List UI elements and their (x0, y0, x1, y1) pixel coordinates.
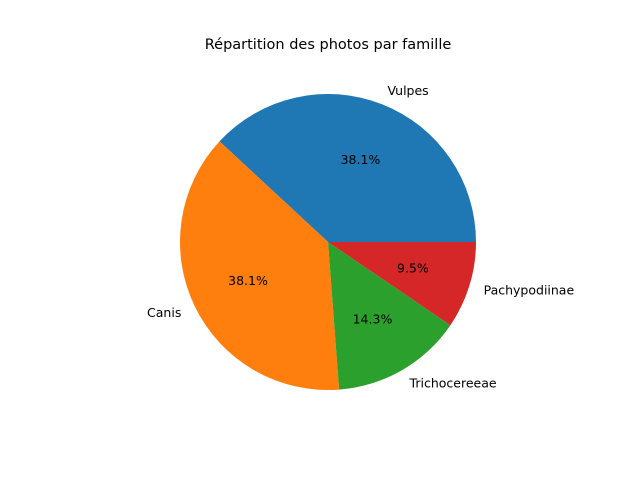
pie-slice-pachypodiinae (328, 242, 476, 326)
slice-label-pachypodiinae: Pachypodiinae (484, 282, 575, 297)
percent-label-canis: 38.1% (228, 273, 268, 288)
slice-label-trichocereeae: Trichocereeae (409, 375, 497, 390)
pie-labels: Vulpes 38.1% Canis 38.1% Trichocereeae 14.3% P… (147, 83, 574, 390)
chart-title: Répartition des photos par famille (205, 37, 452, 53)
pie-slice-vulpes (219, 94, 477, 242)
pie-slice-trichocereeae (328, 242, 451, 390)
percent-label-pachypodiinae: 9.5% (397, 261, 429, 276)
percent-label-trichocereeae: 14.3% (353, 311, 393, 326)
slice-label-canis: Canis (147, 305, 181, 320)
slice-label-vulpes: Vulpes (387, 83, 428, 98)
percent-label-vulpes: 38.1% (341, 152, 381, 167)
pie-slice-canis (179, 141, 340, 391)
pie-slices (179, 94, 477, 391)
